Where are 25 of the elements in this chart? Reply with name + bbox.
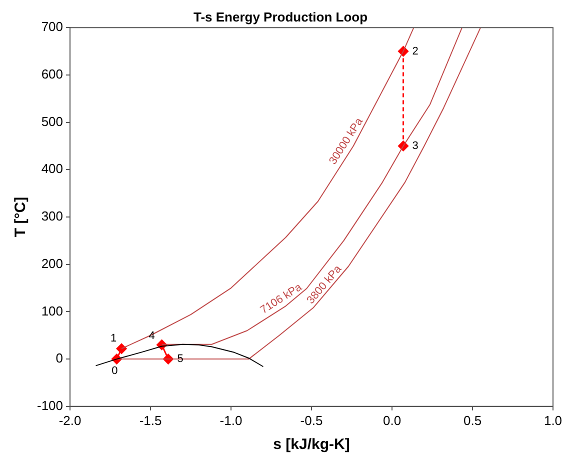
- x-tick-label: -0.5: [300, 412, 323, 428]
- x-tick-label: 0.0: [382, 412, 402, 428]
- x-tick-label: -2.0: [58, 412, 82, 428]
- annotation: 0: [112, 365, 118, 378]
- x-axis-title: s [kJ/kg-K]: [273, 436, 350, 454]
- y-tick-label: -100: [36, 398, 64, 413]
- y-tick-label: 200: [41, 256, 64, 271]
- y-tick-label: 600: [41, 66, 64, 82]
- y-tick-label: 500: [41, 114, 64, 129]
- chart-title: T-s Energy Production Loop: [193, 9, 368, 24]
- y-tick-label: 700: [41, 19, 64, 34]
- y-tick-label: 300: [41, 208, 64, 224]
- y-axis-title: T [°C]: [12, 196, 30, 238]
- x-tick-label: -1.0: [220, 412, 242, 428]
- y-tick-label: 0: [56, 350, 64, 366]
- point: [116, 343, 127, 354]
- x-tick-label: -1.5: [139, 412, 162, 428]
- y-tick-label: 400: [41, 161, 64, 176]
- annotation: 1: [110, 332, 117, 345]
- y-tick-label: 100: [41, 303, 64, 318]
- annotation: 7106 kPa: [258, 280, 305, 316]
- annotation: 2: [412, 45, 418, 58]
- annotation: 3: [412, 140, 418, 152]
- x-tick-label: 0.5: [463, 412, 482, 428]
- x-tick-label: 1.0: [544, 412, 562, 428]
